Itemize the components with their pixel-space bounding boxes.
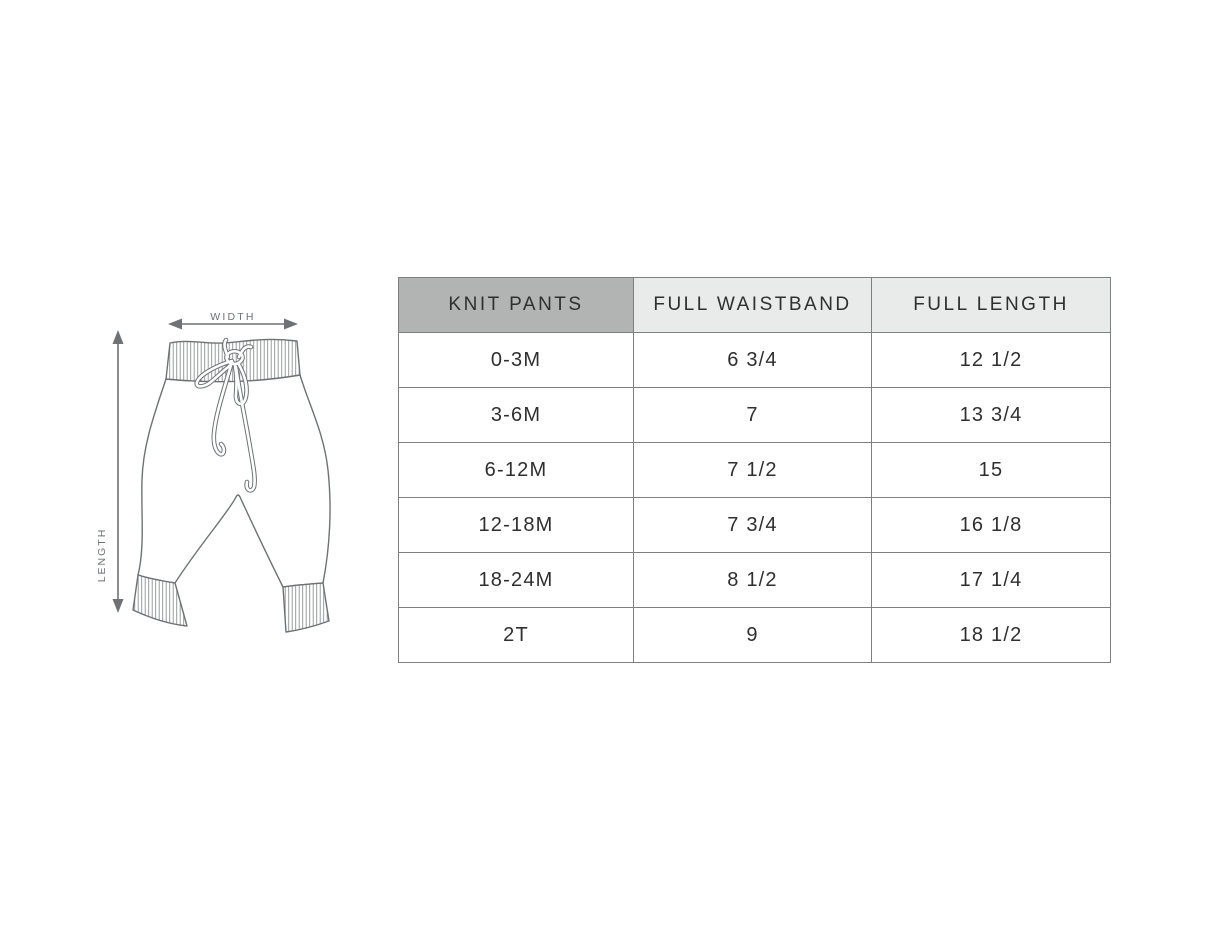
size-cell: 2T: [398, 607, 634, 663]
length-label: LENGTH: [96, 528, 108, 583]
table-row: 3-6M 7 13 3/4: [398, 387, 1111, 443]
waistband-cell: 8 1/2: [633, 552, 872, 608]
length-cell: 16 1/8: [871, 497, 1111, 553]
size-cell: 12-18M: [398, 497, 634, 553]
column-header-knit-pants: KNIT PANTS: [398, 277, 634, 333]
length-cell: 12 1/2: [871, 332, 1111, 388]
size-cell: 6-12M: [398, 442, 634, 498]
table-row: 2T 9 18 1/2: [398, 607, 1111, 663]
length-cell: 18 1/2: [871, 607, 1111, 663]
size-table: KNIT PANTS FULL WAISTBAND FULL LENGTH 0-…: [398, 277, 1111, 663]
pants-measurement-diagram: WIDTH LENGTH: [96, 311, 331, 633]
table-row: 18-24M 8 1/2 17 1/4: [398, 552, 1111, 608]
table-row: 12-18M 7 3/4 16 1/8: [398, 497, 1111, 553]
size-cell: 18-24M: [398, 552, 634, 608]
waistband-cell: 7: [633, 387, 872, 443]
column-header-full-length: FULL LENGTH: [871, 277, 1111, 333]
waistband-cell: 9: [633, 607, 872, 663]
size-cell: 0-3M: [398, 332, 634, 388]
pants-cuffs: [132, 574, 330, 633]
size-table-container: KNIT PANTS FULL WAISTBAND FULL LENGTH 0-…: [398, 277, 1111, 663]
column-header-full-waistband: FULL WAISTBAND: [633, 277, 872, 333]
waistband-cell: 7 1/2: [633, 442, 872, 498]
width-label: WIDTH: [210, 311, 255, 323]
waistband-cell: 6 3/4: [633, 332, 872, 388]
length-arrow: [112, 330, 124, 613]
length-cell: 17 1/4: [871, 552, 1111, 608]
table-row: 0-3M 6 3/4 12 1/2: [398, 332, 1111, 388]
table-header-row: KNIT PANTS FULL WAISTBAND FULL LENGTH: [398, 277, 1111, 333]
length-cell: 13 3/4: [871, 387, 1111, 443]
size-cell: 3-6M: [398, 387, 634, 443]
pants-body: [137, 374, 331, 588]
width-arrow: [168, 318, 298, 330]
length-cell: 15: [871, 442, 1111, 498]
waistband-cell: 7 3/4: [633, 497, 872, 553]
table-row: 6-12M 7 1/2 15: [398, 442, 1111, 498]
